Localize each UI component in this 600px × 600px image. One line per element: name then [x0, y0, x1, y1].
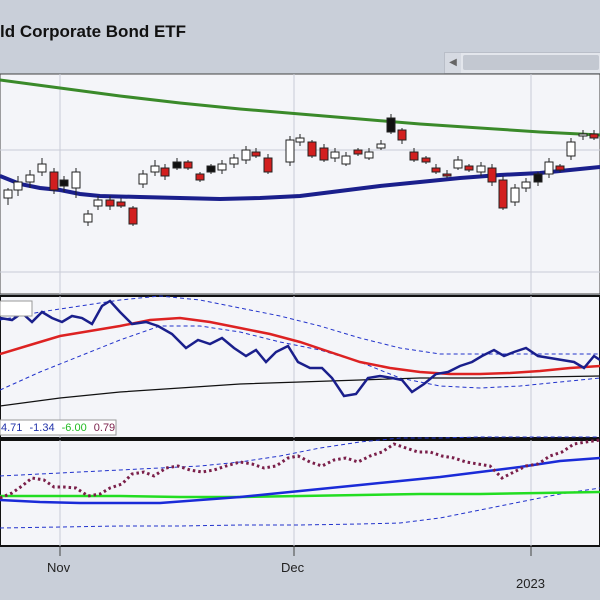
candle-body [376, 143, 386, 149]
indicator-legend-box [0, 419, 117, 436]
candle-body [498, 179, 508, 209]
candle-body [206, 165, 216, 173]
candle-body [37, 163, 47, 173]
chart-scrollbar[interactable]: ◀ [444, 52, 600, 74]
indicator-upper-band [0, 436, 600, 477]
candle-body [25, 174, 35, 183]
candle-body [285, 139, 295, 163]
candle-body [330, 151, 340, 159]
candle-body [566, 141, 576, 157]
indicator-legend-value-1: 4.71 [1, 422, 22, 434]
chart-title: ld Corporate Bond ETF [0, 22, 187, 41]
candle-body [93, 199, 103, 207]
x-tick-label-2023: 2023 [516, 576, 545, 591]
candle-body [431, 167, 441, 173]
candle-body [150, 165, 160, 173]
scroll-left-icon[interactable]: ◀ [445, 53, 461, 73]
x-tick-label-dec: Dec [281, 560, 305, 575]
candle-body [397, 129, 407, 141]
candle-body [83, 213, 93, 223]
candle-body [295, 137, 305, 143]
candle-body [421, 157, 431, 163]
candle-body [442, 173, 452, 177]
indicator-dotted-line [0, 438, 600, 500]
oscillator-panel [0, 295, 600, 439]
candle-body [578, 133, 588, 137]
candle-body [116, 201, 126, 207]
candle-body [105, 199, 115, 207]
candle-body [453, 159, 463, 169]
candle-body [217, 163, 227, 171]
x-tick-label-nov: Nov [47, 560, 71, 575]
candle-body [409, 151, 419, 161]
oscillator-upper-band [0, 295, 600, 355]
candle-body [476, 165, 486, 173]
indicator-legend: 4.71 -1.34 -6.00 0.79 [1, 422, 115, 434]
candle-body [128, 207, 138, 225]
candle-body [59, 179, 69, 187]
candle-body [341, 155, 351, 165]
candle-body [138, 173, 148, 185]
candle-body [521, 181, 531, 189]
price-panel [0, 73, 600, 295]
oscillator-lower-band [0, 325, 600, 391]
indicator-legend-value-2: -1.34 [29, 422, 54, 434]
indicator-green-line [0, 490, 600, 499]
candle-body [160, 167, 170, 177]
candle-body [319, 147, 329, 161]
candle-body [71, 171, 81, 189]
indicator-legend-value-3: -6.00 [62, 422, 87, 434]
candle-body [544, 161, 554, 175]
candle-body [241, 149, 251, 161]
oscillator-signal-line [0, 316, 600, 376]
candle-body [555, 165, 565, 171]
candle-body [251, 151, 261, 157]
candle-body [195, 173, 205, 181]
indicator-blue-line [0, 456, 600, 505]
oscillator-main-line [0, 299, 600, 398]
candle-body [589, 133, 599, 139]
candle-body [172, 161, 182, 169]
candle-body [487, 167, 497, 183]
candle-body [229, 157, 239, 165]
indicator-legend-value-4: 0.79 [94, 422, 115, 434]
oscillator-legend-box [0, 300, 33, 317]
candle-body [364, 151, 374, 159]
candle-body [183, 161, 193, 169]
indicator-lower-band [0, 487, 600, 529]
oscillator-base-line [0, 375, 600, 407]
candle-body [386, 117, 396, 133]
candle-body [307, 141, 317, 157]
candle-body [263, 157, 273, 173]
candle-body [464, 165, 474, 171]
candle-body [533, 173, 543, 183]
candle-body [510, 187, 520, 203]
candle-body [13, 181, 23, 191]
lower-moving-average-line [0, 165, 600, 202]
candle-body [3, 189, 13, 199]
upper-moving-average-line [0, 78, 600, 137]
candle-body [353, 149, 363, 155]
candle-body [49, 171, 59, 191]
scroll-thumb[interactable] [463, 55, 599, 70]
